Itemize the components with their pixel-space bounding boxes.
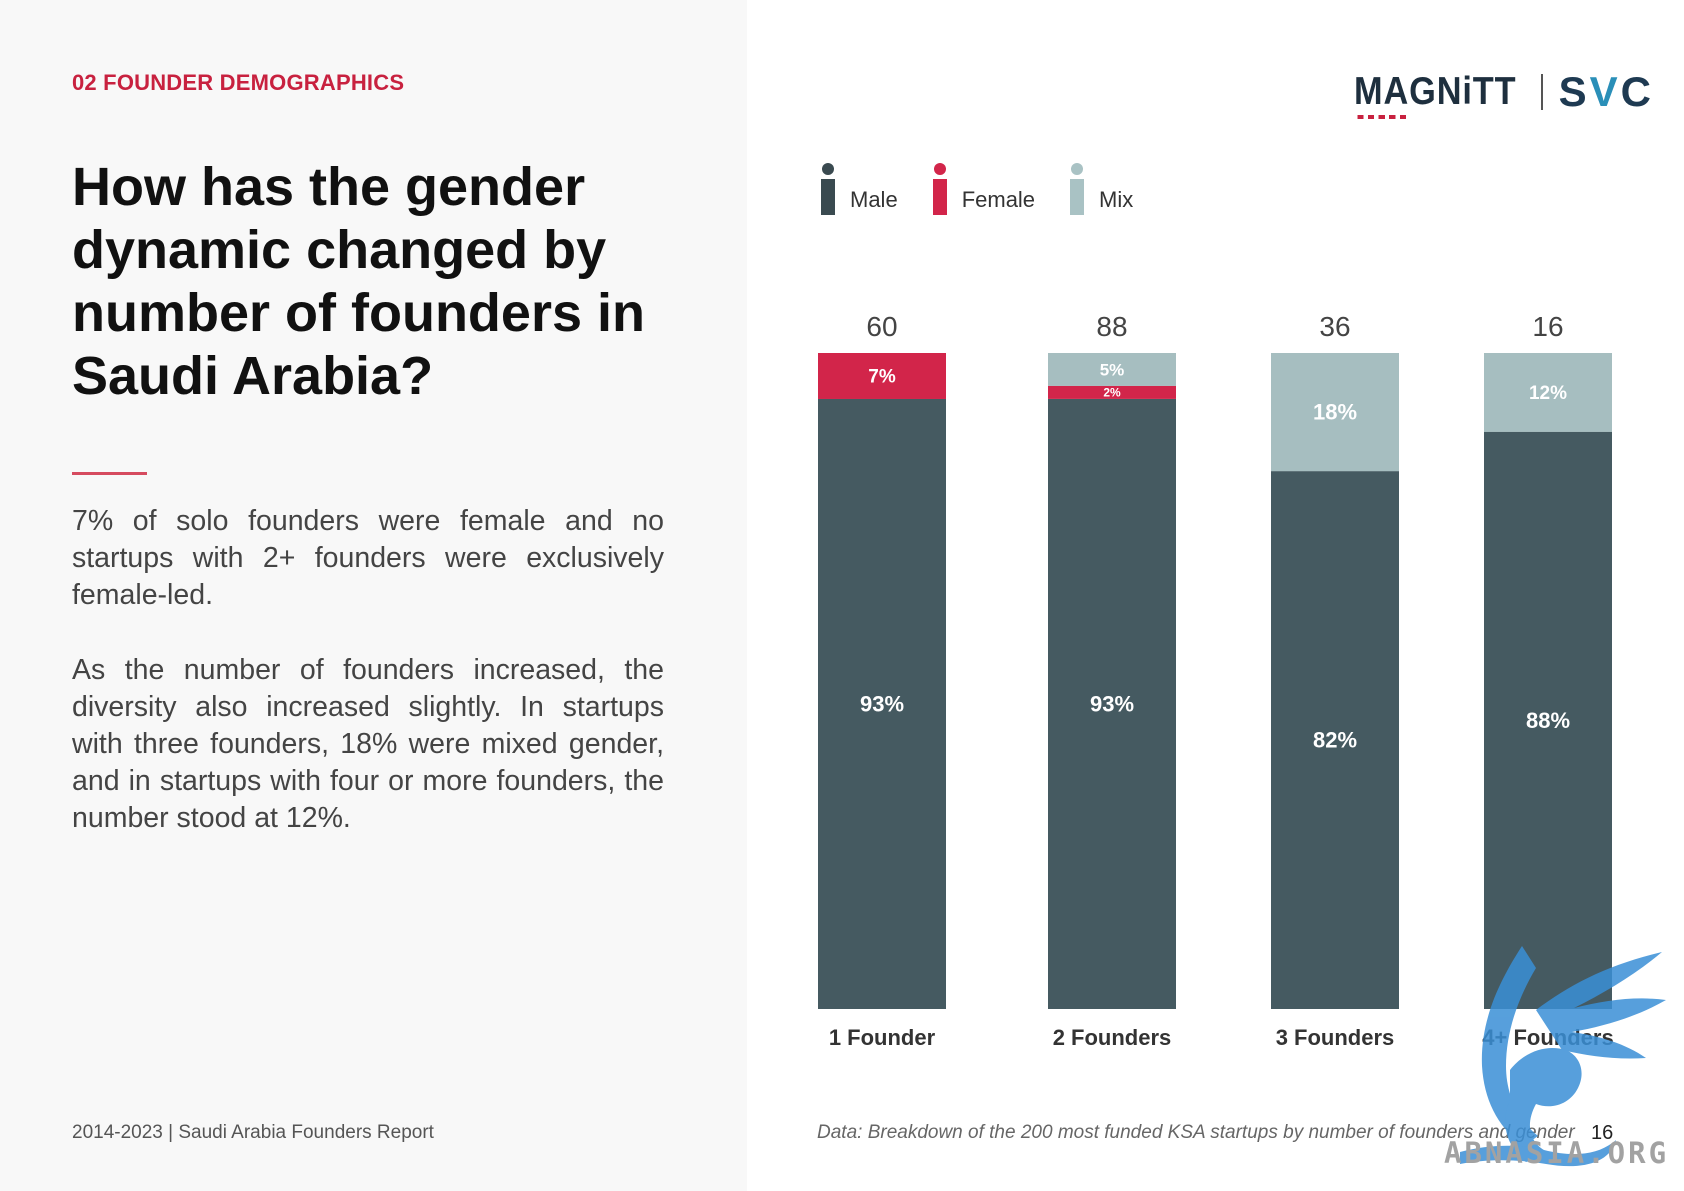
legend-item-mix: Mix xyxy=(1067,163,1133,215)
brand-logos: MAGNiTT SVC xyxy=(1354,68,1654,119)
male-person-icon xyxy=(821,163,835,215)
page-number: 16 xyxy=(1591,1122,1614,1144)
data-label-male-1-founder: 93% xyxy=(860,692,904,717)
legend-label-male: Male xyxy=(850,187,898,212)
summary-paragraph-1: 7% of solo founders were female and no s… xyxy=(72,505,664,611)
data-label-male-2-founders: 93% xyxy=(1090,692,1134,717)
bar-segment-male-1-founder xyxy=(818,398,946,1009)
bar-cap-mix-3-founders xyxy=(1271,353,1399,472)
logo-divider xyxy=(1540,74,1543,110)
legend-label-mix: Mix xyxy=(1099,187,1134,212)
magnitt-logo: MAGNiTT xyxy=(1354,70,1517,119)
category-label-3-founders: 3 Founders xyxy=(1276,1025,1395,1050)
data-label-mix-3-founders: 18% xyxy=(1313,400,1357,425)
data-source-note: Data: Breakdown of the 200 most funded K… xyxy=(817,1122,1575,1143)
left-panel: 02 FOUNDER DEMOGRAPHICS How has the gend… xyxy=(0,0,747,1191)
total-label-1-founder: 60 xyxy=(866,311,897,342)
griffin-watermark-icon xyxy=(1460,946,1666,1167)
category-label-1-founder: 1 Founder xyxy=(829,1025,936,1050)
data-label-mix-4-founders: 12% xyxy=(1529,383,1567,404)
bar-segment-female-2-founders xyxy=(1048,385,1176,399)
category-label-2-founders: 2 Founders xyxy=(1053,1025,1172,1050)
bar-cap-mix-2-founders xyxy=(1048,353,1176,386)
female-person-icon xyxy=(932,163,947,215)
bar-segment-male-4-founders xyxy=(1484,431,1612,1010)
svc-logo-c: C xyxy=(1620,68,1655,115)
data-label-male-3-founders: 82% xyxy=(1313,728,1357,753)
watermark-text: ABNASIA.ORG xyxy=(1444,1136,1670,1170)
total-label-2-founders: 88 xyxy=(1096,311,1127,342)
section-label: 02 FOUNDER DEMOGRAPHICS xyxy=(72,70,405,95)
bar-segment-male-2-founders xyxy=(1048,398,1176,1009)
magnitt-logo-dots xyxy=(1357,115,1407,119)
summary-paragraph-2: As the number of founders increased, the… xyxy=(72,654,664,834)
legend-label-female: Female xyxy=(961,187,1036,212)
data-label-female-1-founder: 7% xyxy=(868,367,896,388)
data-label-mix-2-founders: 5% xyxy=(1100,360,1125,379)
data-label-female-2-founders: 2% xyxy=(1103,386,1121,400)
chart-legend: Male Female Mix xyxy=(818,163,1133,215)
magnitt-logo-text: MAGNiTT xyxy=(1354,70,1517,113)
accent-divider xyxy=(72,472,147,475)
data-label-male-4-founders: 88% xyxy=(1526,708,1570,733)
page-title: How has the gender dynamic changed by nu… xyxy=(72,157,645,406)
bar-cap-mix-4-founders xyxy=(1484,353,1612,432)
bar-segment-male-3-founders xyxy=(1271,471,1399,1010)
svc-logo-s: S xyxy=(1558,68,1590,115)
legend-item-male: Male xyxy=(818,163,898,215)
bar-cap-female-1-founder xyxy=(818,353,946,399)
svc-logo-v: V xyxy=(1589,68,1621,115)
report-footer: 2014-2023 | Saudi Arabia Founders Report xyxy=(72,1122,434,1143)
total-label-3-founders: 36 xyxy=(1319,311,1350,342)
total-label-4-founders: 16 xyxy=(1532,311,1563,342)
mix-person-icon xyxy=(1070,163,1085,215)
legend-item-female: Female xyxy=(930,163,1035,215)
svc-logo: SVC xyxy=(1559,68,1654,116)
